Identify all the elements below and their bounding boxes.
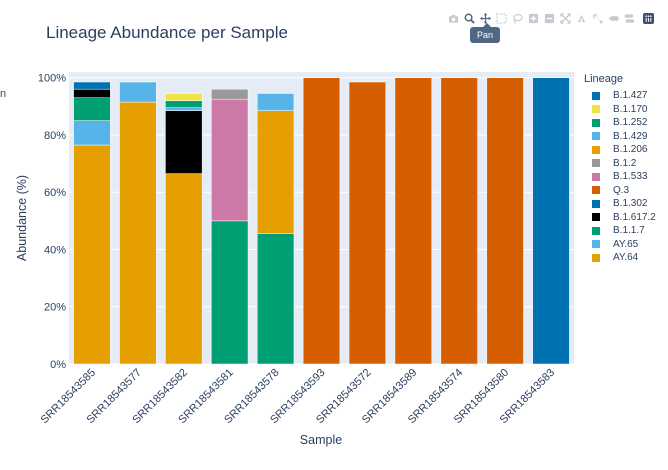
y-axis-ticks: 0% 20% 40% 60% 80% 100% bbox=[38, 73, 66, 371]
bar-segment[interactable] bbox=[119, 101, 157, 365]
legend-swatch bbox=[592, 240, 600, 249]
legend-item[interactable]: B.1.617.2 bbox=[584, 211, 656, 225]
legend-swatch bbox=[592, 132, 600, 141]
bar-segment[interactable] bbox=[119, 81, 157, 103]
hover-compare-icon[interactable] bbox=[622, 11, 637, 25]
y-tick-label: 40% bbox=[44, 244, 66, 256]
hover-closest-icon[interactable] bbox=[606, 11, 621, 25]
legend-label: B.1.252 bbox=[613, 117, 648, 129]
bar-segment[interactable] bbox=[165, 173, 203, 365]
bar-layer[interactable] bbox=[73, 77, 570, 365]
bar-segment[interactable] bbox=[348, 81, 387, 365]
legend-swatch bbox=[592, 105, 600, 114]
legend-label: B.1.2 bbox=[613, 157, 637, 169]
legend-label: B.1.533 bbox=[613, 171, 648, 183]
legend-swatch bbox=[592, 253, 600, 262]
y-tick-label: 60% bbox=[44, 187, 66, 199]
zoom-out-icon[interactable] bbox=[542, 11, 557, 25]
x-axis-label: Sample bbox=[300, 433, 342, 447]
legend-item[interactable]: B.1.533 bbox=[584, 170, 656, 184]
box-select-icon[interactable] bbox=[494, 11, 509, 25]
legend-items: B.1.427 B.1.170 B.1.252 B.1.429 B.1.206 B.1.2… bbox=[584, 89, 656, 265]
bar-segment[interactable] bbox=[165, 100, 203, 109]
bar-segment[interactable] bbox=[165, 107, 203, 111]
zoom-in-icon[interactable] bbox=[526, 11, 541, 25]
legend-item[interactable]: B.1.252 bbox=[584, 116, 656, 130]
spike-lines-icon[interactable] bbox=[590, 11, 605, 25]
bar-segment[interactable] bbox=[165, 110, 203, 174]
bar-segment[interactable] bbox=[440, 77, 478, 365]
legend-item[interactable]: Q.3 bbox=[584, 184, 656, 198]
bar-segment[interactable] bbox=[73, 97, 111, 121]
y-tick-label: 100% bbox=[38, 73, 66, 85]
legend-label: B.1.617.2 bbox=[613, 211, 656, 223]
camera-icon[interactable] bbox=[446, 11, 461, 25]
y-tick-label: 0% bbox=[50, 359, 66, 371]
legend-label: B.1.206 bbox=[613, 144, 648, 156]
legend-swatch bbox=[592, 159, 600, 168]
legend-title: Lineage bbox=[584, 73, 624, 85]
bar-segment[interactable] bbox=[73, 120, 111, 146]
legend-swatch bbox=[592, 91, 600, 100]
lasso-select-icon[interactable] bbox=[510, 11, 525, 25]
legend-label: B.1.302 bbox=[613, 198, 648, 210]
reset-axes-icon[interactable] bbox=[574, 11, 589, 25]
legend-swatch bbox=[592, 145, 600, 154]
legend-swatch bbox=[592, 172, 600, 181]
y-axis-label: Abundance (%) bbox=[15, 175, 29, 261]
legend-swatch bbox=[592, 199, 600, 208]
legend-label: B.1.427 bbox=[613, 90, 648, 102]
legend-item[interactable]: AY.65 bbox=[584, 238, 656, 252]
modebar-tooltip: Pan bbox=[470, 23, 501, 43]
legend-swatch bbox=[592, 118, 600, 127]
bar-segment[interactable] bbox=[73, 144, 111, 365]
clipped-edge-text: n bbox=[0, 88, 7, 100]
legend-item[interactable]: B.1.170 bbox=[584, 103, 656, 117]
legend-label: AY.65 bbox=[613, 238, 639, 250]
legend: Lineage B.1.427 B.1.170 B.1.252 B.1.429 B.1.… bbox=[584, 73, 656, 265]
x-axis-ticks: SRR18543585SRR18543577SRR18543582SRR1854… bbox=[39, 367, 558, 427]
bar-segment[interactable] bbox=[486, 77, 524, 365]
bar-segment[interactable] bbox=[256, 110, 295, 234]
legend-swatch bbox=[592, 226, 600, 235]
legend-item[interactable]: B.1.1.7 bbox=[584, 224, 656, 238]
bar-segment[interactable] bbox=[256, 233, 295, 365]
bar-segment[interactable] bbox=[532, 77, 570, 365]
legend-item[interactable]: B.1.2 bbox=[584, 157, 656, 171]
legend-label: B.1.429 bbox=[613, 130, 648, 142]
legend-label: AY.64 bbox=[613, 252, 639, 264]
y-tick-label: 20% bbox=[44, 302, 66, 314]
bar-segment[interactable] bbox=[211, 98, 249, 222]
bar-segment[interactable] bbox=[165, 93, 203, 101]
bar-segment[interactable] bbox=[73, 81, 111, 90]
legend-swatch bbox=[592, 213, 600, 222]
autoscale-icon[interactable] bbox=[558, 11, 573, 25]
chart-title: Lineage Abundance per Sample bbox=[46, 23, 288, 42]
legend-swatch bbox=[592, 186, 600, 195]
pan-icon[interactable] bbox=[478, 11, 493, 25]
bar-segment[interactable] bbox=[211, 88, 249, 100]
legend-label: Q.3 bbox=[613, 184, 630, 196]
modebar bbox=[446, 11, 656, 25]
legend-item[interactable]: B.1.302 bbox=[584, 197, 656, 211]
legend-label: B.1.170 bbox=[613, 103, 648, 115]
y-tick-label: 80% bbox=[44, 130, 66, 142]
bar-segment[interactable] bbox=[256, 93, 295, 111]
zoom-icon[interactable] bbox=[462, 11, 477, 25]
legend-item[interactable]: B.1.429 bbox=[584, 130, 656, 144]
legend-label: B.1.1.7 bbox=[613, 225, 645, 237]
bar-segment[interactable] bbox=[302, 77, 341, 365]
bar-segment[interactable] bbox=[73, 88, 111, 99]
legend-item[interactable]: B.1.206 bbox=[584, 143, 656, 157]
plotly-logo-icon[interactable] bbox=[641, 11, 656, 25]
bar-segment[interactable] bbox=[211, 220, 249, 365]
legend-item[interactable]: AY.64 bbox=[584, 251, 656, 265]
bar-segment[interactable] bbox=[394, 77, 432, 365]
legend-item[interactable]: B.1.427 bbox=[584, 89, 656, 103]
